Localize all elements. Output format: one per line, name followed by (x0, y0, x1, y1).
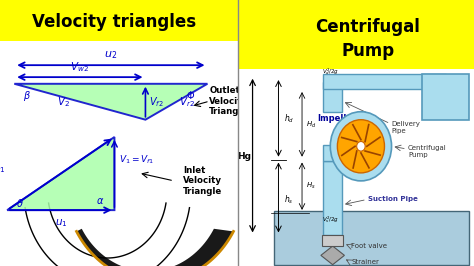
FancyBboxPatch shape (0, 41, 238, 266)
Text: $V_1 = V_{f1}$: $V_1 = V_{f1}$ (119, 153, 155, 165)
Text: Pump: Pump (341, 41, 394, 60)
Circle shape (330, 112, 392, 181)
FancyBboxPatch shape (274, 211, 469, 265)
Polygon shape (14, 84, 208, 120)
FancyBboxPatch shape (323, 161, 342, 235)
Text: $\beta$: $\beta$ (23, 89, 31, 103)
Text: $V_{f2}$: $V_{f2}$ (149, 95, 164, 109)
FancyBboxPatch shape (323, 74, 446, 89)
Text: $V_s^2/2g$: $V_s^2/2g$ (322, 214, 339, 225)
Circle shape (356, 142, 365, 151)
FancyBboxPatch shape (238, 69, 474, 266)
Text: Foot valve: Foot valve (352, 243, 388, 249)
FancyBboxPatch shape (323, 82, 342, 112)
Polygon shape (7, 137, 114, 210)
Polygon shape (76, 229, 233, 266)
Text: Delivery
Tank: Delivery Tank (428, 84, 464, 103)
Text: $V_d^2/2g$: $V_d^2/2g$ (322, 66, 339, 77)
Polygon shape (321, 246, 345, 265)
FancyBboxPatch shape (238, 0, 474, 69)
Text: Strainer: Strainer (352, 259, 379, 265)
Text: Centrifugal: Centrifugal (316, 18, 420, 36)
Text: $\alpha$: $\alpha$ (96, 196, 104, 206)
Text: $V_{r2}$: $V_{r2}$ (179, 95, 195, 109)
Text: $H_d$: $H_d$ (306, 120, 316, 130)
Text: $V_2$: $V_2$ (57, 95, 70, 109)
Text: $u_2$: $u_2$ (104, 49, 118, 61)
FancyBboxPatch shape (0, 0, 238, 41)
Text: Centrifugal
Pump: Centrifugal Pump (408, 145, 447, 158)
Text: $V_{r1}$: $V_{r1}$ (0, 161, 5, 175)
Text: Hg: Hg (237, 152, 251, 161)
Text: $h_d$: $h_d$ (284, 112, 295, 124)
Text: Outlet
Velocity
Triangle: Outlet Velocity Triangle (209, 86, 248, 116)
Text: $V_{w2}$: $V_{w2}$ (71, 60, 89, 74)
Circle shape (337, 120, 384, 173)
Text: Velocity triangles: Velocity triangles (32, 13, 197, 31)
Text: $H_s$: $H_s$ (306, 181, 315, 191)
Text: $\theta$: $\theta$ (17, 197, 24, 209)
Text: $u_1$: $u_1$ (55, 217, 67, 228)
FancyBboxPatch shape (422, 74, 469, 120)
Text: $\Phi$: $\Phi$ (186, 89, 195, 101)
Text: Suction Pipe: Suction Pipe (368, 197, 418, 202)
FancyBboxPatch shape (322, 235, 343, 246)
FancyBboxPatch shape (323, 145, 342, 161)
Text: Inlet
Velocity
Triangle: Inlet Velocity Triangle (183, 166, 222, 196)
Text: Delivery
Pipe: Delivery Pipe (392, 121, 420, 134)
Text: $h_s$: $h_s$ (284, 193, 294, 206)
Text: Impeller: Impeller (318, 114, 357, 123)
